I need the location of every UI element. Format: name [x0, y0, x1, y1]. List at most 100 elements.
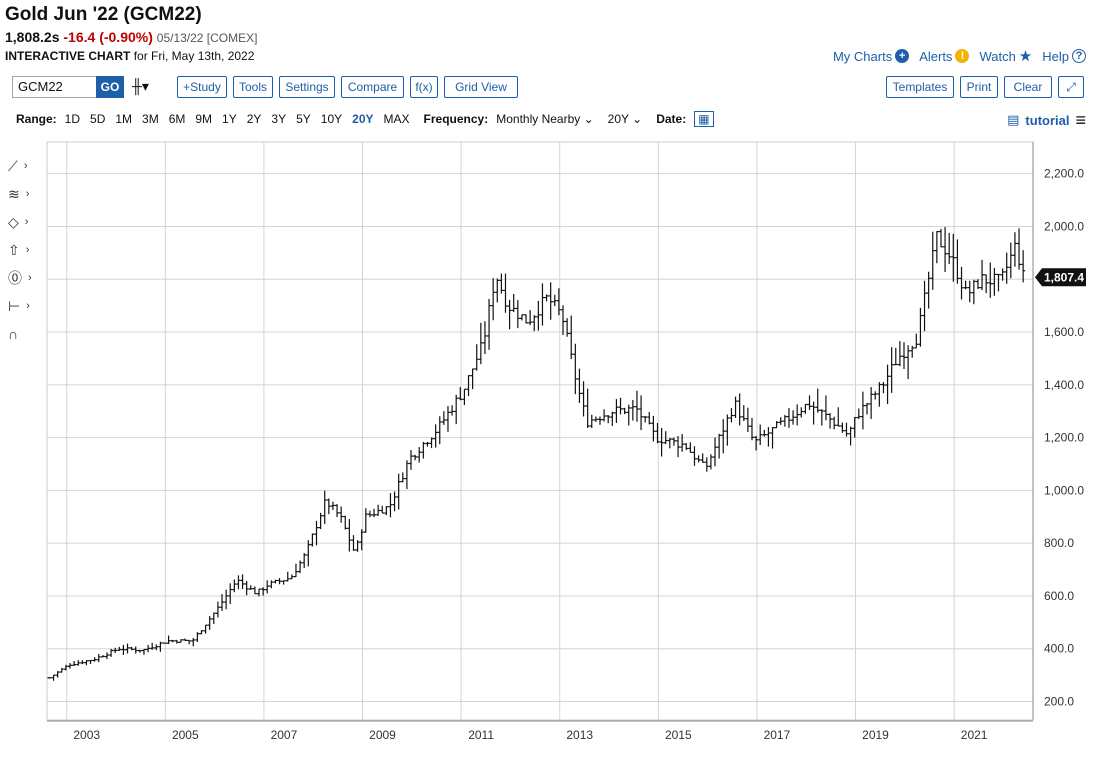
y-tick-label: 600.0: [1044, 589, 1074, 603]
ohlc-bar: [733, 396, 738, 418]
watch-link[interactable]: Watch ★: [979, 47, 1032, 65]
y-tick-label: 200.0: [1044, 695, 1074, 709]
range-option-2y[interactable]: 2Y: [246, 112, 262, 126]
ohlc-bar: [536, 300, 541, 331]
ohlc-bar: [318, 512, 323, 530]
range-option-9m[interactable]: 9M: [195, 112, 213, 126]
period-select[interactable]: 20Y ⌄: [608, 112, 643, 126]
ohlc-bar: [96, 654, 101, 663]
ohlc-bar: [273, 579, 278, 584]
templates-button[interactable]: Templates: [886, 76, 954, 98]
line-tool[interactable]: ⟋ ›: [8, 152, 44, 180]
range-option-1y[interactable]: 1Y: [222, 112, 237, 126]
last-price-label: 1,807.4: [1044, 270, 1084, 284]
range-option-1d[interactable]: 1D: [64, 112, 81, 126]
bar-type-icon[interactable]: ╫▾: [132, 78, 149, 94]
range-option-3y[interactable]: 3Y: [271, 112, 287, 126]
ohlc-bar: [154, 644, 159, 651]
ohlc-bar: [865, 402, 870, 415]
ohlc-bar: [400, 472, 405, 483]
x-tick-label: 2015: [665, 728, 692, 742]
ohlc-bar: [76, 660, 81, 666]
shape-tool[interactable]: ◇ ›: [8, 208, 44, 236]
ohlc-bar: [441, 411, 446, 425]
range-option-5d[interactable]: 5D: [90, 112, 106, 126]
print-button[interactable]: Print: [960, 76, 998, 98]
text-tool[interactable]: ⓪ ›: [8, 264, 44, 292]
date-label: Date:: [656, 112, 687, 126]
frequency-select[interactable]: Monthly Nearby ⌄: [496, 112, 593, 126]
ohlc-bar: [823, 395, 828, 421]
channel-tool[interactable]: ≋ ›: [8, 180, 44, 208]
ohlc-bar: [749, 417, 754, 441]
ohlc-bar: [450, 405, 455, 416]
ohlc-bar: [330, 501, 335, 510]
ohlc-bar: [454, 394, 459, 425]
symbol-input[interactable]: GCM22: [12, 76, 102, 98]
tools-button[interactable]: Tools: [233, 76, 273, 98]
range-option-5y[interactable]: 5Y: [296, 112, 311, 126]
range-option-3m[interactable]: 3M: [142, 112, 159, 126]
ohlc-bar: [380, 505, 385, 514]
fx-button[interactable]: f(x): [410, 76, 438, 98]
ohlc-bar: [507, 299, 512, 330]
drawing-tools: ⟋ › ≋ › ◇ › ⇧ › ⓪ › ⊢ › ∩: [8, 152, 44, 348]
magnet-tool[interactable]: ∩: [8, 320, 44, 348]
ohlc-bar: [918, 307, 923, 347]
ohlc-bar: [737, 393, 742, 426]
range-option-10y[interactable]: 10Y: [320, 112, 343, 126]
x-tick-label: 2005: [172, 728, 199, 742]
ohlc-bar: [988, 262, 993, 298]
ohlc-bar: [413, 454, 418, 461]
ohlc-bar: [240, 574, 245, 589]
range-option-6m[interactable]: 6M: [168, 112, 186, 126]
range-option-max[interactable]: MAX: [383, 112, 410, 126]
settings-button[interactable]: Settings: [279, 76, 335, 98]
ohlc-bar: [511, 293, 516, 313]
go-button[interactable]: GO: [96, 76, 124, 98]
ohlc-bar: [195, 632, 200, 642]
ohlc-bar: [856, 408, 861, 419]
ohlc-bar: [561, 305, 566, 335]
ohlc-bar: [618, 397, 623, 415]
ohlc-bar: [532, 315, 537, 332]
alerts-label: Alerts: [919, 48, 953, 64]
clear-button[interactable]: Clear: [1004, 76, 1052, 98]
ohlc-bar: [696, 455, 701, 463]
ohlc-bar: [745, 407, 750, 433]
ohlc-bar: [429, 437, 434, 449]
measure-tool[interactable]: ⊢ ›: [8, 292, 44, 320]
ohlc-bar: [947, 232, 952, 265]
circle-zero-icon: ⓪: [8, 270, 22, 286]
ohlc-bar: [589, 414, 594, 428]
expand-icon[interactable]: ⤢: [1058, 76, 1084, 98]
my-charts-link[interactable]: My Charts +: [833, 47, 910, 65]
ohlc-bar: [372, 508, 377, 518]
ohlc-bar: [109, 648, 114, 657]
ohlc-bar: [524, 314, 529, 324]
range-option-20y[interactable]: 20Y: [352, 112, 374, 126]
x-tick-label: 2007: [271, 728, 298, 742]
ohlc-bar: [848, 426, 853, 446]
compare-button[interactable]: Compare: [341, 76, 404, 98]
ohlc-bar: [881, 382, 886, 394]
ohlc-bar: [725, 414, 730, 446]
ohlc-bar: [684, 443, 689, 451]
calendar-icon[interactable]: ▦: [694, 111, 714, 127]
ohlc-bar: [992, 267, 997, 296]
alert-icon: !: [955, 49, 970, 63]
ohlc-bar: [811, 401, 816, 425]
tutorial-link[interactable]: ▤ tutorial ≡: [1007, 110, 1086, 130]
help-link[interactable]: Help?: [1042, 47, 1086, 65]
alerts-link[interactable]: Alerts!: [919, 47, 970, 65]
menu-icon[interactable]: ≡: [1075, 110, 1086, 130]
ohlc-bar: [306, 540, 311, 567]
ohlc-bar: [959, 266, 964, 300]
ohlc-bar: [293, 563, 298, 578]
ohlc-bar: [1012, 232, 1017, 267]
arrow-tool[interactable]: ⇧ ›: [8, 236, 44, 264]
range-option-1m[interactable]: 1M: [115, 112, 133, 126]
grid-view-button[interactable]: Grid View: [444, 76, 518, 98]
study-button[interactable]: +Study: [177, 76, 227, 98]
